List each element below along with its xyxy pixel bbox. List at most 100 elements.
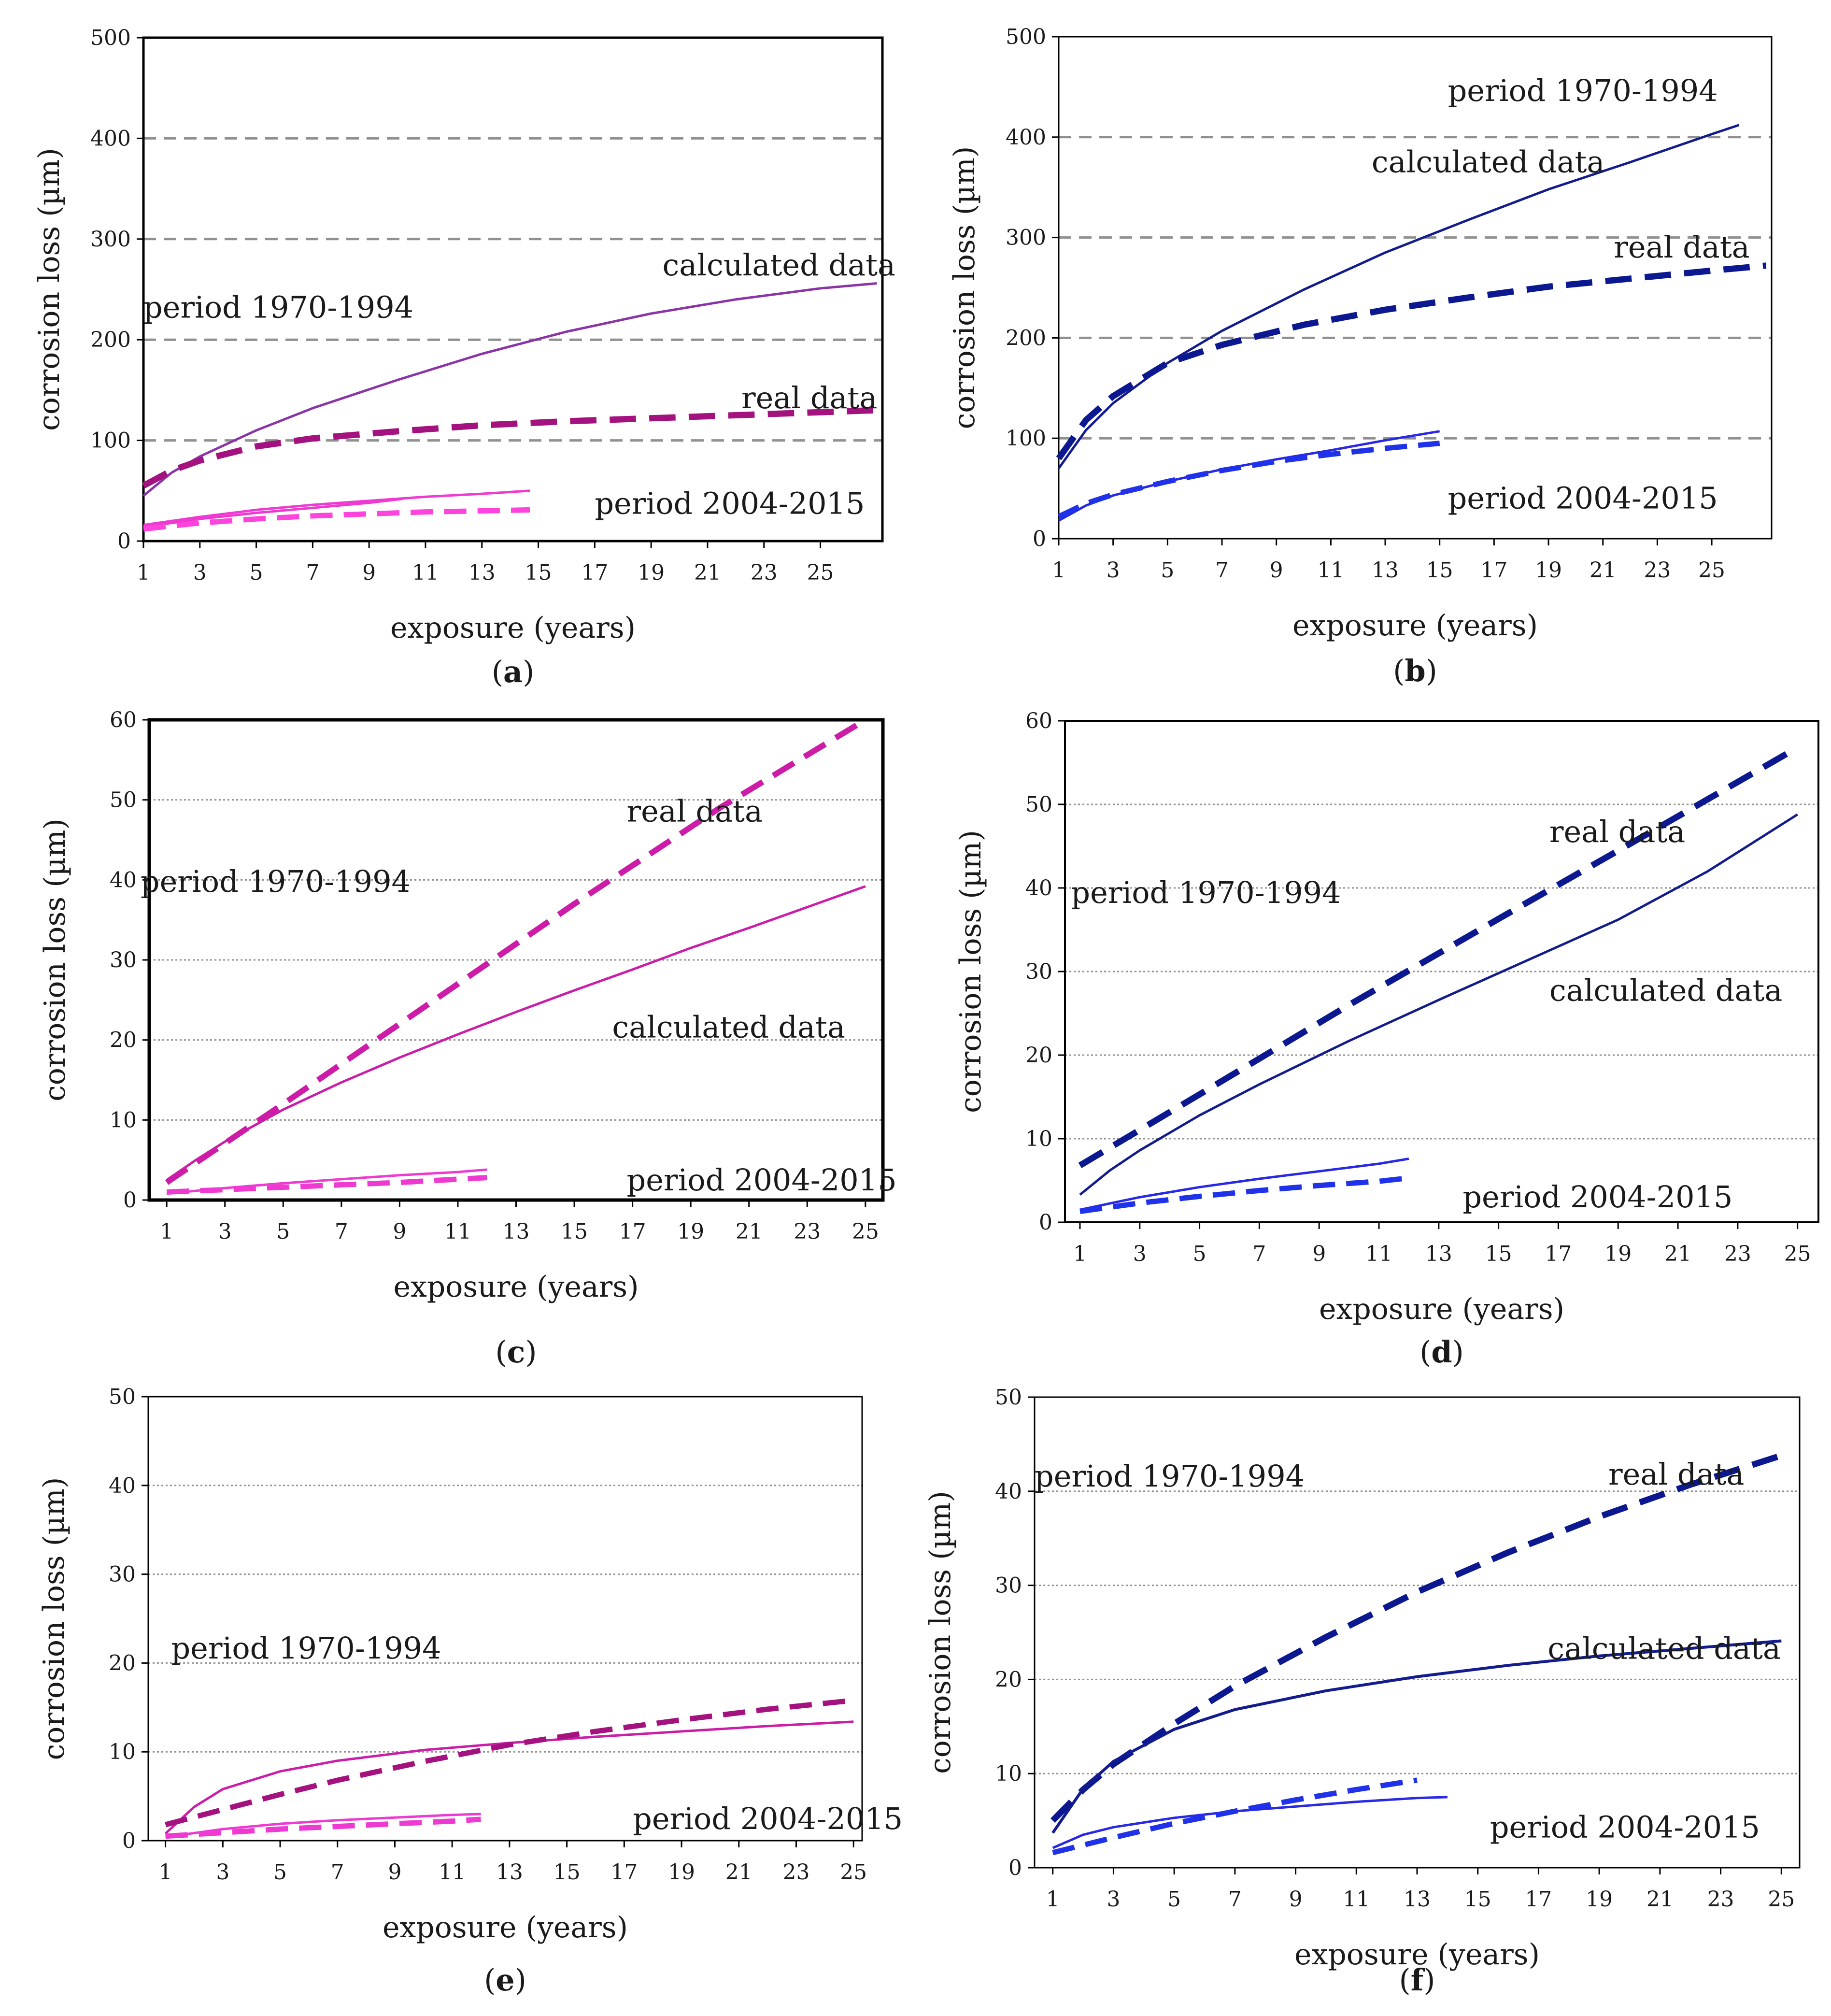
caption-paren: ( [492,654,503,689]
caption-letter: a [503,654,523,689]
y-axis-title: corrosion loss (µm) [948,146,981,429]
x-tick-label: 17 [1545,1242,1572,1266]
annotation-label: real data [1549,814,1685,849]
x-tick-label: 13 [1425,1242,1452,1266]
x-tick-label: 15 [525,560,552,585]
x-tick-label: 23 [782,1860,809,1885]
y-axis-title: corrosion loss (µm) [923,1491,957,1774]
series-line-3 [1052,1777,1418,1856]
annotation-label: period 1970-1994 [1071,875,1341,910]
series-line-2 [165,1813,481,1839]
x-tick-label: 11 [412,560,439,585]
caption-paren: ( [1399,1962,1410,1998]
series-line-1 [1051,1639,1782,1834]
x-tick-label: 5 [1193,1242,1206,1266]
y-tick-label: 0 [123,1188,137,1213]
y-tick-label: 10 [109,1740,136,1764]
x-tick-label: 13 [468,560,496,585]
x-tick-label: 17 [619,1219,646,1244]
caption-paren: ) [1452,1334,1464,1370]
x-tick-label: 13 [503,1219,530,1244]
annotation-label: period 2004-2015 [1490,1810,1760,1845]
y-tick-label: 0 [1033,527,1046,551]
x-tick-label: 25 [807,560,834,585]
x-tick-label: 7 [306,560,319,585]
x-tick-label: 19 [677,1219,704,1244]
x-tick-label: 9 [1289,1887,1303,1912]
series-line-3 [1079,1175,1409,1214]
y-axis-title: corrosion loss (µm) [954,830,988,1113]
annotation-label: period 2004-2015 [595,486,865,521]
x-tick-label: 9 [393,1219,406,1244]
caption-paren: ) [525,1334,537,1370]
x-tick-label: 7 [1228,1887,1242,1912]
y-tick-label: 50 [110,788,137,813]
y-axis-title: corrosion loss (µm) [37,1477,71,1760]
x-tick-label: 3 [216,1860,229,1885]
x-tick-label: 7 [331,1860,344,1885]
caption-letter: b [1405,653,1425,688]
panel-caption: (b) [1393,653,1437,688]
annotation-label: period 2004-2015 [1462,1179,1732,1215]
y-tick-label: 50 [995,1385,1022,1410]
x-tick-label: 3 [193,560,207,585]
annotation-label: calculated data [612,1010,845,1045]
y-tick-label: 30 [109,1562,136,1587]
annotation-label: period 2004-2015 [1448,481,1718,516]
series-line-1 [165,1698,854,1828]
x-tick-label: 23 [1707,1887,1734,1912]
x-tick-label: 1 [159,1860,172,1885]
y-tick-label: 0 [1008,1856,1022,1880]
panel-caption: (f) [1399,1962,1435,1998]
annotation-label: calculated data [1549,973,1783,1008]
y-tick-label: 40 [1025,876,1052,901]
x-tick-label: 9 [1270,558,1283,583]
annotation-label: real data [1614,229,1749,265]
series-line-2 [166,1168,487,1195]
y-tick-label: 30 [995,1573,1022,1598]
caption-paren: ( [1419,1334,1431,1370]
x-tick-label: 5 [1167,1887,1181,1912]
x-tick-label: 5 [250,560,263,585]
y-tick-label: 20 [1025,1043,1052,1068]
x-tick-label: 17 [610,1860,638,1885]
caption-letter: e [496,1962,514,1998]
series-line-2 [143,498,403,529]
y-tick-label: 40 [995,1479,1022,1504]
x-tick-label: 11 [1365,1242,1392,1266]
x-tick-label: 13 [1404,1887,1431,1912]
series-line-2 [1058,430,1440,522]
annotation-label: period 2004-2015 [633,1801,903,1836]
x-tick-label: 15 [554,1860,581,1885]
x-tick-label: 25 [852,1219,879,1244]
x-tick-label: 3 [1133,1242,1147,1266]
series-line-2 [1079,1158,1409,1211]
y-tick-label: 20 [110,1028,137,1053]
annotation-label: calculated data [1372,144,1605,180]
annotation-label: calculated data [1547,1631,1781,1666]
x-tick-label: 21 [1664,1242,1691,1266]
panel-caption: (a) [492,654,535,689]
annotation-label: period 1970-1994 [1035,1458,1305,1494]
y-tick-label: 200 [1006,326,1046,350]
x-axis-title: exposure (years) [383,1911,628,1945]
y-tick-label: 50 [109,1385,136,1409]
x-tick-label: 21 [694,560,721,585]
series-line-0 [165,717,867,1185]
annotation-label: period 1970-1994 [1448,73,1718,108]
x-tick-label: 15 [1464,1887,1491,1912]
x-tick-label: 11 [444,1219,471,1244]
annotation-label: real data [1608,1457,1744,1492]
x-tick-label: 11 [1317,558,1344,583]
x-tick-label: 1 [137,560,150,585]
x-tick-label: 7 [1252,1242,1266,1266]
x-tick-label: 3 [218,1219,232,1244]
y-tick-label: 40 [110,868,137,892]
x-tick-label: 23 [794,1219,821,1244]
series-line-2 [1052,1796,1448,1849]
